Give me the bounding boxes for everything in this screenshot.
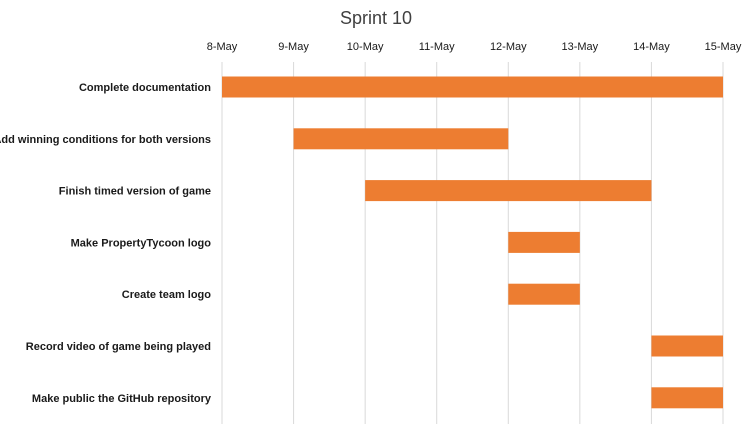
- x-tick-label: 8-May: [207, 41, 238, 53]
- task-bar: [222, 76, 723, 98]
- task-bars: [222, 76, 723, 409]
- x-tick-label: 15-May: [705, 41, 742, 53]
- x-tick-label: 14-May: [633, 41, 670, 53]
- task-label: Record video of game being played: [26, 341, 211, 353]
- task-label: Add winning conditions for both versions: [0, 134, 211, 146]
- x-axis-ticks: 8-May 9-May 10-May 11-May 12-May 13-May 14-May…: [207, 41, 742, 53]
- x-tick-label: 13-May: [562, 41, 599, 53]
- task-label: Finish timed version of game: [59, 186, 211, 198]
- gridlines: [221, 62, 724, 424]
- task-label: Create team logo: [122, 289, 212, 301]
- x-tick-label: 10-May: [347, 41, 384, 53]
- chart-title: Sprint 10: [340, 8, 412, 28]
- x-tick-label: 11-May: [419, 41, 455, 53]
- x-tick-label: 9-May: [278, 41, 309, 53]
- task-bar: [293, 128, 509, 150]
- task-labels: Complete documentation Add winning condit…: [0, 82, 212, 405]
- task-bar: [508, 283, 580, 305]
- task-bar: [508, 231, 580, 253]
- task-label: Complete documentation: [79, 82, 211, 94]
- x-tick-label: 12-May: [490, 41, 527, 53]
- task-bar: [651, 387, 723, 409]
- task-label: Make PropertyTycoon logo: [71, 237, 212, 249]
- task-bar: [651, 335, 723, 357]
- task-label: Make public the GitHub repository: [32, 393, 212, 405]
- task-bar: [365, 180, 652, 202]
